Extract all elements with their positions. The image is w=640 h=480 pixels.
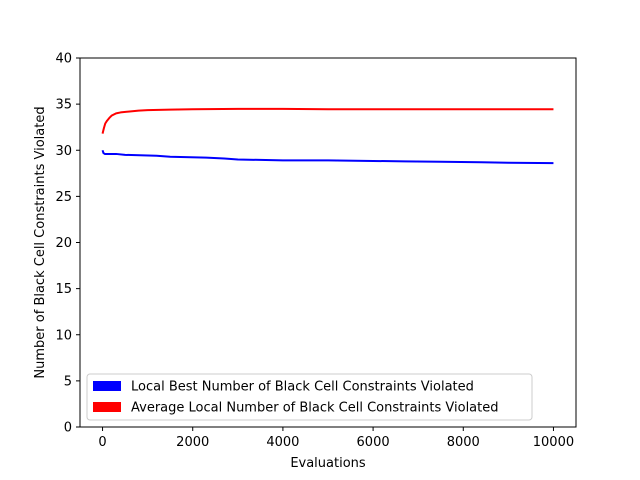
x-tick-label: 2000 [176, 435, 209, 450]
legend-frame [86, 373, 533, 421]
y-tick-label: 20 [55, 236, 72, 251]
y-tick-label: 0 [64, 421, 72, 436]
legend-swatch-1 [93, 381, 121, 391]
y-tick-label: 10 [55, 328, 72, 343]
x-tick-label: 10000 [533, 435, 574, 450]
series-line-2 [101, 107, 554, 134]
y-tick-label: 5 [64, 374, 72, 389]
y-tick-label: 35 [55, 98, 72, 113]
y-tick-label: 30 [55, 144, 72, 159]
x-tick-label: 0 [98, 435, 106, 450]
x-tick-label: 6000 [357, 435, 390, 450]
x-axis-label: Evaluations [290, 456, 366, 471]
legend-entry-2: Average Local Number of Black Cell Const… [131, 401, 499, 416]
x-tick-label: 4000 [266, 435, 299, 450]
legend: Local Best Number of Black Cell Constrai… [86, 373, 533, 421]
x-tick-label: 8000 [447, 435, 480, 450]
x-axis: 0 2000 4000 6000 8000 10000 [98, 427, 574, 450]
series-line-1 [101, 149, 554, 165]
y-tick-label: 40 [55, 52, 72, 67]
series-layer [101, 107, 554, 165]
legend-swatch-2 [93, 402, 121, 412]
y-tick-label: 15 [55, 282, 72, 297]
legend-entry-1: Local Best Number of Black Cell Constrai… [131, 380, 474, 395]
y-axis-label: Number of Black Cell Constraints Violate… [33, 106, 48, 378]
y-axis: 0 5 10 15 20 25 30 35 40 [55, 52, 80, 436]
y-tick-label: 25 [55, 190, 72, 205]
